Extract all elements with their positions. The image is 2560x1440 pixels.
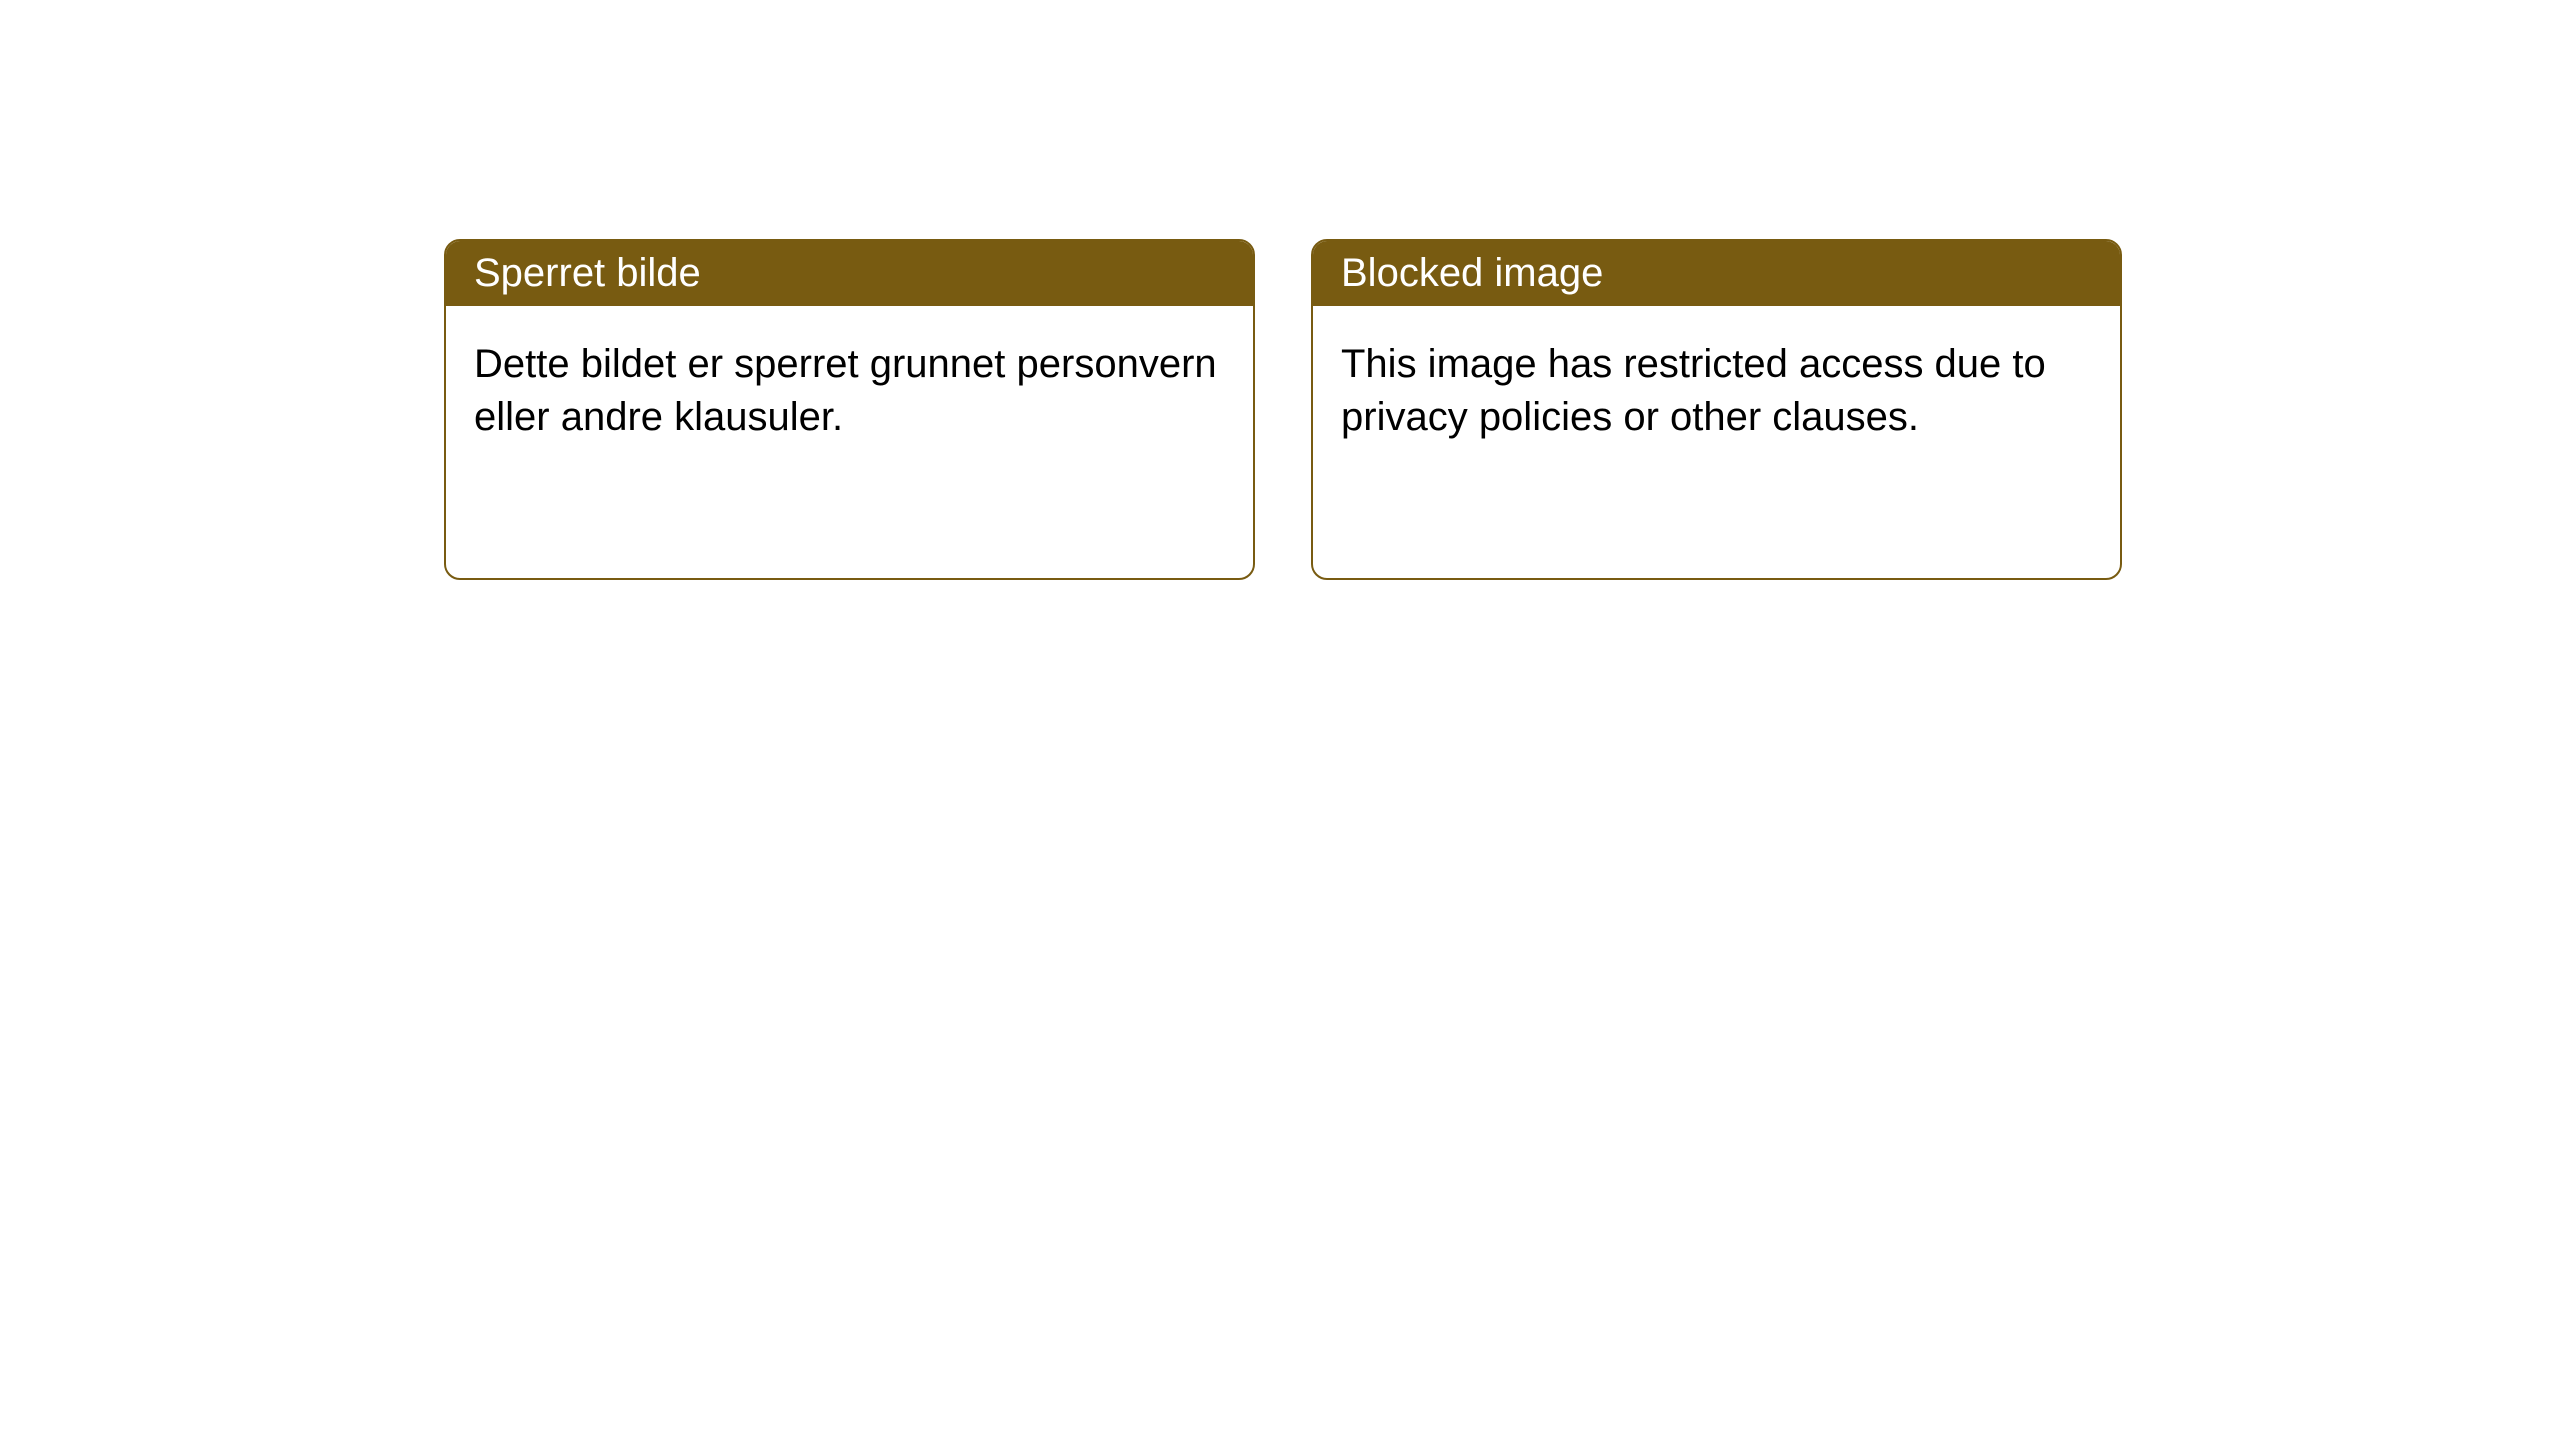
notice-card-english: Blocked image This image has restricted … xyxy=(1311,239,2122,580)
card-header: Sperret bilde xyxy=(446,241,1253,306)
card-title: Blocked image xyxy=(1341,251,1603,295)
card-body-text: Dette bildet er sperret grunnet personve… xyxy=(474,342,1217,439)
card-body: This image has restricted access due to … xyxy=(1313,306,2120,578)
card-header: Blocked image xyxy=(1313,241,2120,306)
card-body-text: This image has restricted access due to … xyxy=(1341,342,2046,439)
notice-card-norwegian: Sperret bilde Dette bildet er sperret gr… xyxy=(444,239,1255,580)
notice-container: Sperret bilde Dette bildet er sperret gr… xyxy=(0,0,2560,580)
card-title: Sperret bilde xyxy=(474,251,701,295)
card-body: Dette bildet er sperret grunnet personve… xyxy=(446,306,1253,578)
